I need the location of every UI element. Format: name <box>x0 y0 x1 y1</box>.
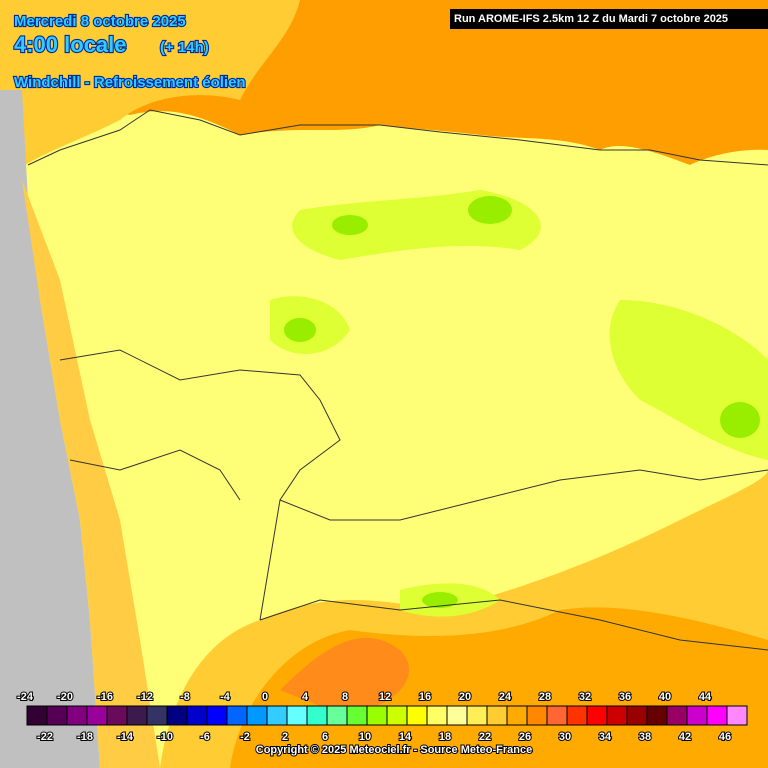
legend-swatch <box>666 705 688 726</box>
forecast-offset: (+ 14h) <box>160 39 209 56</box>
legend-label: -12 <box>137 691 153 703</box>
legend-label: 32 <box>579 691 591 703</box>
legend-label: 40 <box>659 691 671 703</box>
legend-swatch <box>66 705 88 726</box>
legend-swatch <box>566 705 588 726</box>
legend-swatch <box>86 705 108 726</box>
legend-label: 0 <box>262 691 268 703</box>
legend-swatch <box>706 705 728 726</box>
copyright: Copyright © 2025 Meteociel.fr - Source M… <box>256 744 532 756</box>
legend-label: 24 <box>499 691 512 703</box>
cold-spots <box>284 196 760 608</box>
hot-spot <box>280 637 410 712</box>
legend-label: 34 <box>599 731 612 743</box>
legend: -24-22-20-18-16-14-12-10-8-6-4-202468101… <box>16 690 748 744</box>
legend-swatch <box>646 705 668 726</box>
legend-swatch <box>626 705 648 726</box>
legend-label: 28 <box>539 691 551 703</box>
forecast-time: 4:00 locale <box>14 32 127 57</box>
legend-swatch <box>686 705 708 726</box>
legend-swatch <box>366 705 388 726</box>
legend-label: -10 <box>157 731 173 743</box>
legend-label: -18 <box>77 731 93 743</box>
legend-swatch <box>446 705 468 726</box>
legend-swatch <box>506 705 528 726</box>
legend-swatch <box>486 705 508 726</box>
ocean-grey <box>0 90 100 768</box>
legend-label: -20 <box>57 691 73 703</box>
run-info: Run AROME-IFS 2.5km 12 Z du Mardi 7 octo… <box>454 13 728 25</box>
legend-label: 2 <box>282 731 288 743</box>
legend-swatch <box>126 705 148 726</box>
legend-label: -4 <box>220 691 231 703</box>
legend-label: 42 <box>679 731 691 743</box>
legend-label: -2 <box>240 731 250 743</box>
legend-swatch <box>186 705 208 726</box>
sea-coast <box>0 0 300 170</box>
legend-swatch <box>406 705 428 726</box>
legend-swatch <box>26 705 48 726</box>
legend-swatch <box>526 705 548 726</box>
legend-label: -14 <box>117 731 134 743</box>
legend-swatch <box>466 705 488 726</box>
legend-swatch <box>386 705 408 726</box>
legend-label: 44 <box>699 691 712 703</box>
legend-swatch <box>726 705 748 726</box>
legend-label: 12 <box>379 691 391 703</box>
legend-label: 26 <box>519 731 531 743</box>
legend-label: 22 <box>479 731 491 743</box>
legend-label: -24 <box>17 691 34 703</box>
legend-swatch <box>246 705 268 726</box>
legend-swatch <box>326 705 348 726</box>
legend-swatch <box>106 705 128 726</box>
legend-label: 4 <box>302 691 309 703</box>
legend-swatch <box>166 705 188 726</box>
parameter-title: Windchill - Refroissement éolien <box>14 74 246 91</box>
legend-label: 38 <box>639 731 651 743</box>
forecast-date: Mercredi 8 octobre 2025 <box>14 13 186 30</box>
legend-swatch <box>606 705 628 726</box>
legend-swatch <box>46 705 68 726</box>
legend-swatch <box>226 705 248 726</box>
legend-label: -22 <box>37 731 53 743</box>
legend-label: -6 <box>200 731 210 743</box>
run-box <box>450 9 768 29</box>
legend-swatch <box>546 705 568 726</box>
legend-label: 36 <box>619 691 631 703</box>
legend-label: 30 <box>559 731 571 743</box>
legend-label: 18 <box>439 731 451 743</box>
legend-swatch <box>286 705 308 726</box>
legend-label: 14 <box>399 731 412 743</box>
borders <box>27 109 768 651</box>
legend-swatch <box>266 705 288 726</box>
coast-band <box>22 180 160 768</box>
legend-label: 10 <box>359 731 371 743</box>
legend-swatch <box>426 705 448 726</box>
legend-label: 46 <box>719 731 731 743</box>
legend-label: 20 <box>459 691 471 703</box>
legend-swatch <box>586 705 608 726</box>
legend-label: -8 <box>180 691 190 703</box>
legend-label: -16 <box>97 691 113 703</box>
legend-label: 6 <box>322 731 328 743</box>
legend-swatch <box>346 705 368 726</box>
legend-label: 16 <box>419 691 431 703</box>
legend-label: 8 <box>342 691 348 703</box>
legend-swatch <box>146 705 168 726</box>
legend-swatch <box>206 705 228 726</box>
legend-swatch <box>306 705 328 726</box>
